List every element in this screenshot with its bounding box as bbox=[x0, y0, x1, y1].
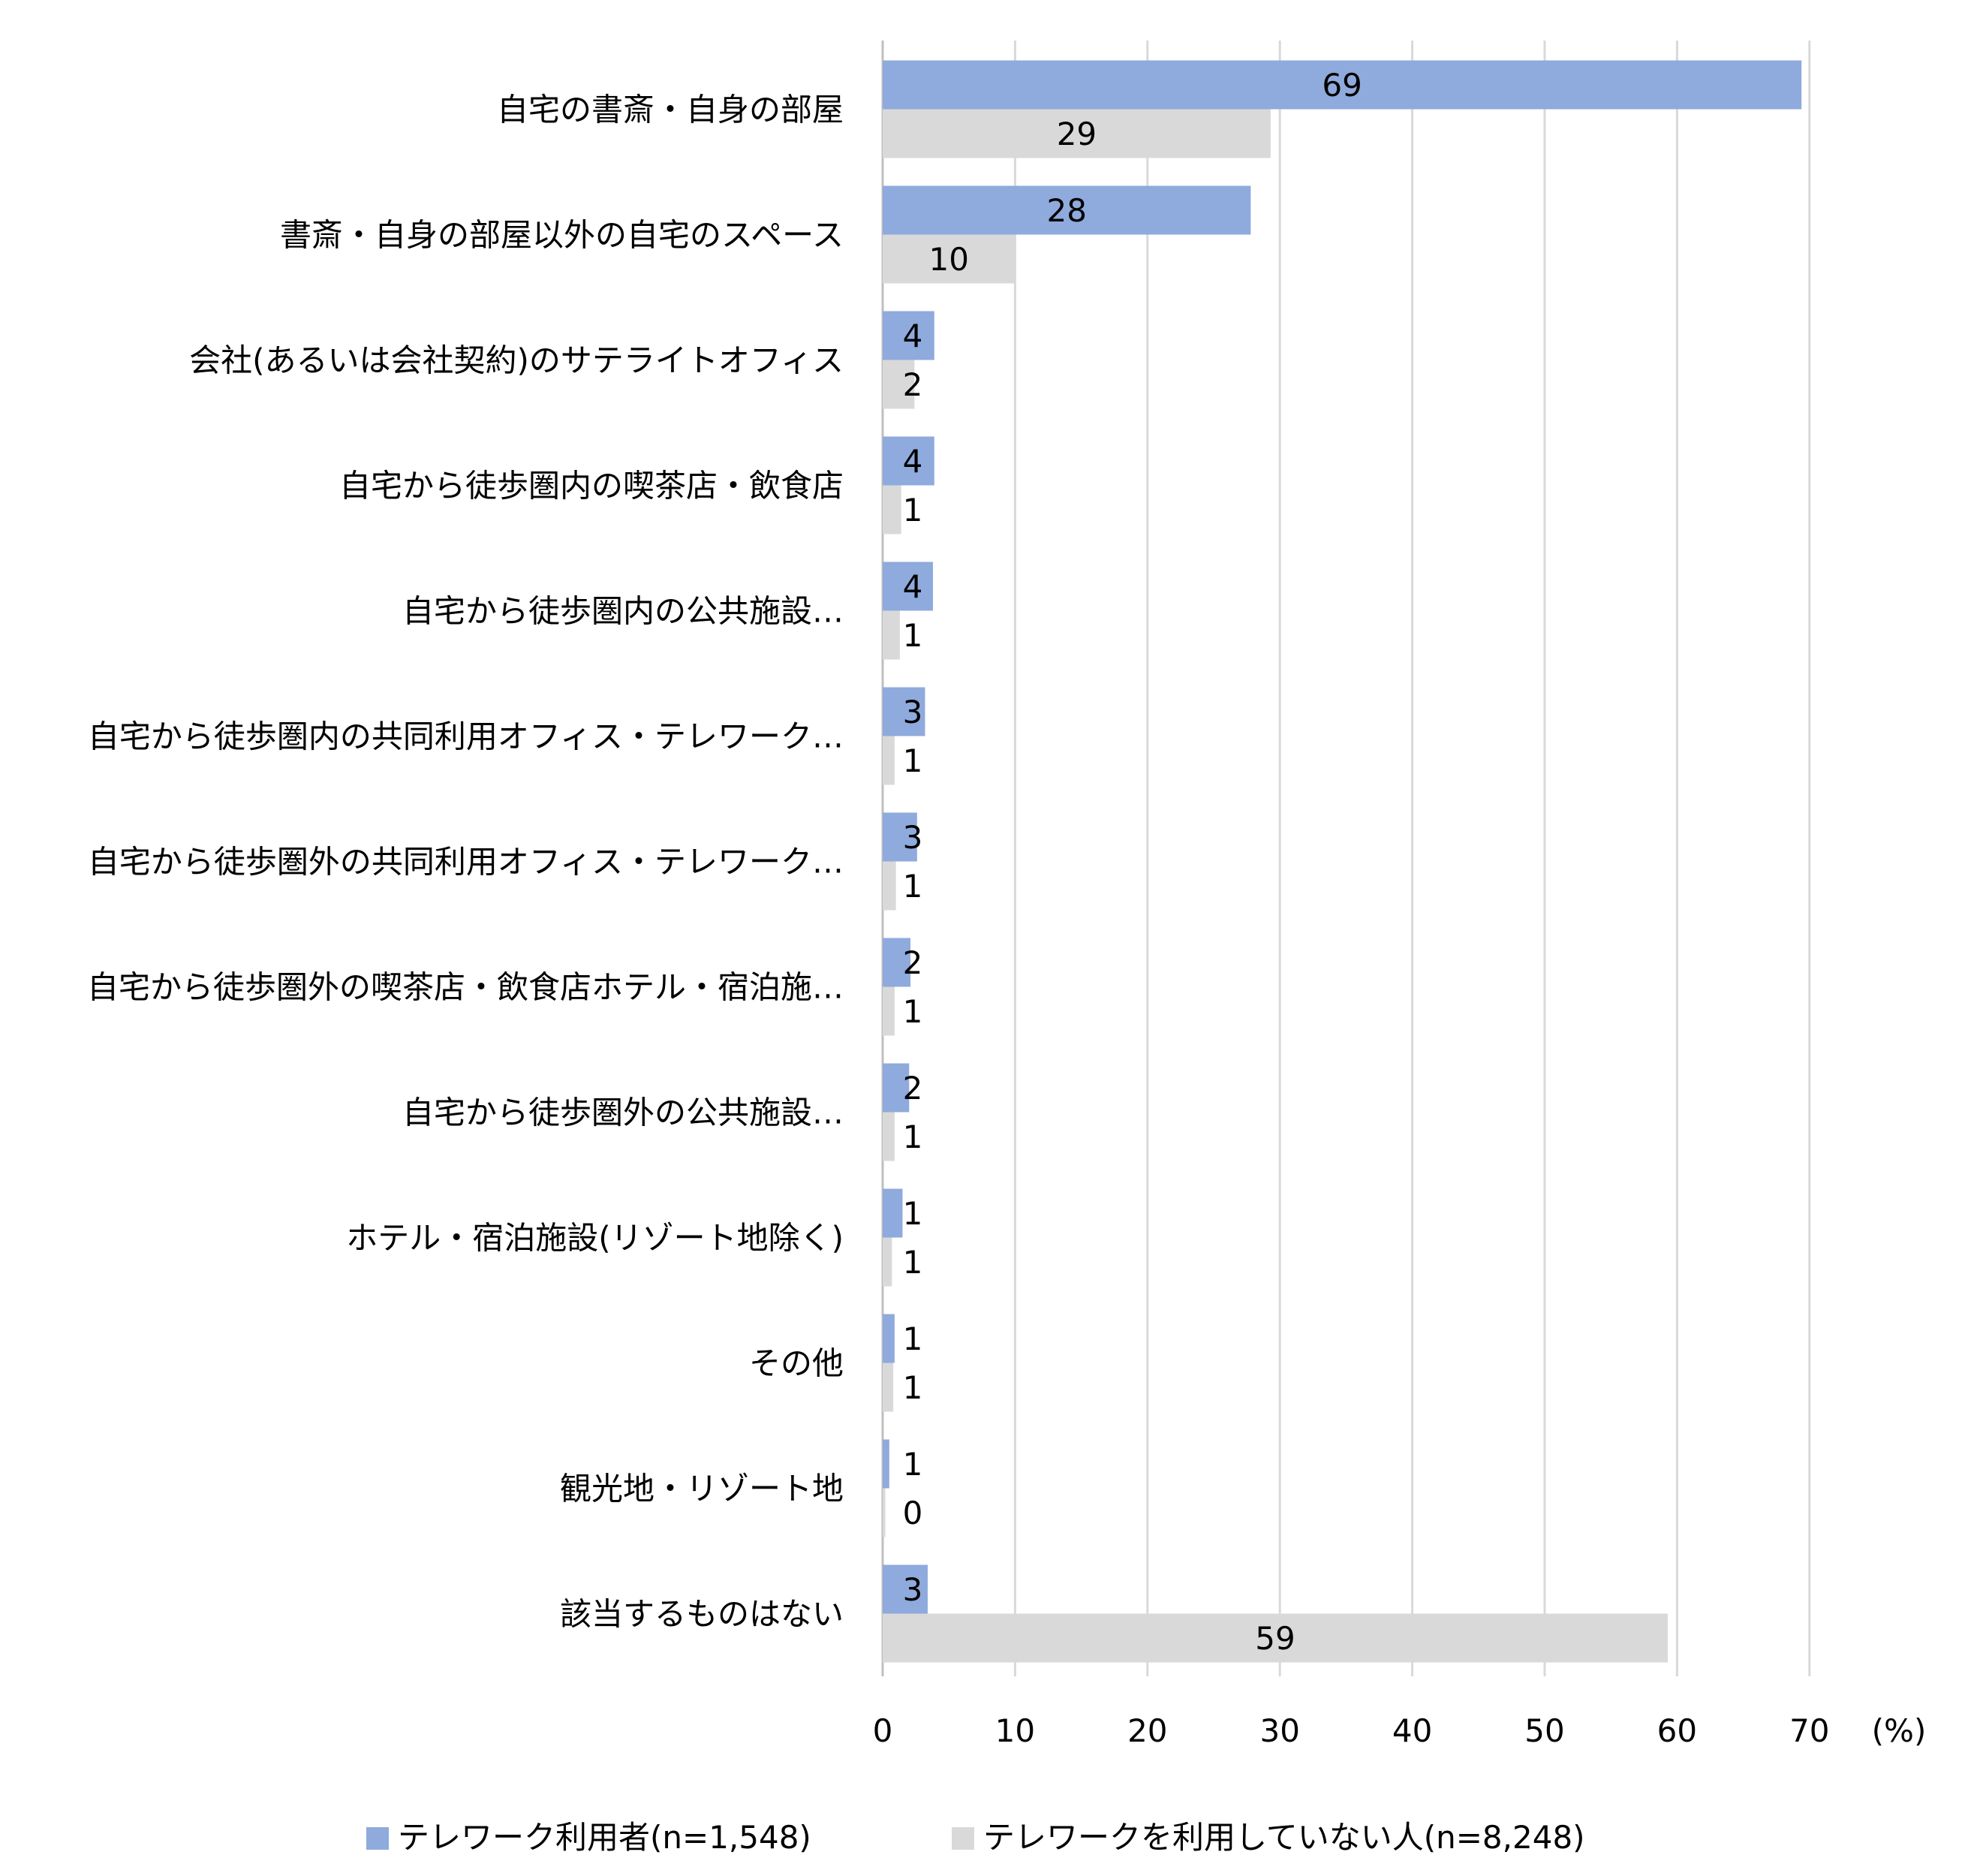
x-tick-label: 60 bbox=[1657, 1712, 1697, 1749]
legend-label: テレワークを利用していない人(n=8,248) bbox=[983, 1819, 1585, 1856]
data-label: 1 bbox=[903, 617, 923, 654]
data-label: 1 bbox=[903, 1369, 923, 1406]
data-label: 1 bbox=[903, 993, 923, 1030]
category-label: 自宅から徒歩圏内の喫茶店・飲食店 bbox=[339, 468, 844, 504]
data-label: 3 bbox=[903, 694, 923, 730]
x-tick-label: 20 bbox=[1127, 1712, 1167, 1749]
unit-label: (%) bbox=[1872, 1712, 1927, 1749]
data-label: 4 bbox=[903, 318, 923, 354]
data-label: 1 bbox=[903, 868, 923, 905]
data-label: 59 bbox=[1255, 1620, 1295, 1657]
bar bbox=[883, 311, 934, 360]
data-label: 69 bbox=[1322, 67, 1362, 104]
bar bbox=[883, 687, 925, 736]
data-label: 3 bbox=[903, 1571, 923, 1608]
data-label: 2 bbox=[903, 1070, 923, 1107]
bar bbox=[883, 861, 896, 911]
data-label: 1 bbox=[903, 1446, 923, 1483]
data-label: 1 bbox=[903, 1320, 923, 1357]
x-tick-labels: 0 10 20 30 40 50 60 70 bbox=[873, 1712, 1830, 1749]
category-label: 自宅の書斎・自身の部屋 bbox=[497, 92, 844, 128]
category-label: 書斎・自身の部屋以外の自宅のスペース bbox=[280, 217, 844, 254]
bar bbox=[883, 562, 934, 611]
bar bbox=[883, 1488, 886, 1537]
data-label: 2 bbox=[903, 944, 923, 981]
bar bbox=[883, 610, 900, 660]
bar bbox=[883, 736, 895, 785]
bar bbox=[883, 436, 934, 486]
data-label: 2 bbox=[903, 366, 923, 403]
category-label: 該当するものはない bbox=[560, 1596, 844, 1633]
bar bbox=[883, 60, 1802, 110]
data-label: 1 bbox=[903, 1195, 923, 1232]
x-tick-label: 0 bbox=[873, 1712, 893, 1749]
category-label: 自宅から徒歩圏外の公共施設… bbox=[402, 1095, 844, 1131]
bar bbox=[883, 360, 915, 409]
x-tick-label: 50 bbox=[1524, 1712, 1564, 1749]
data-label: 29 bbox=[1057, 116, 1097, 152]
bar bbox=[883, 234, 1016, 284]
bar bbox=[883, 109, 1271, 158]
bar bbox=[883, 185, 1251, 235]
legend-swatch bbox=[952, 1827, 974, 1850]
bar bbox=[883, 1237, 892, 1287]
bar bbox=[883, 1613, 1669, 1663]
bar bbox=[883, 1564, 928, 1614]
bar bbox=[883, 1063, 910, 1113]
category-label: 会社(あるいは会社契約)のサテライトオフィス bbox=[189, 342, 844, 379]
x-tick-label: 30 bbox=[1259, 1712, 1299, 1749]
bar bbox=[883, 1188, 903, 1238]
x-tick-label: 10 bbox=[995, 1712, 1035, 1749]
x-tick-label: 40 bbox=[1392, 1712, 1432, 1749]
bar bbox=[883, 1363, 894, 1412]
legend-label: テレワーク利用者(n=1,548) bbox=[398, 1819, 811, 1856]
data-label: 28 bbox=[1046, 192, 1086, 229]
bar bbox=[883, 812, 917, 862]
x-tick-label: 70 bbox=[1789, 1712, 1829, 1749]
category-label: 自宅から徒歩圏内の公共施設… bbox=[402, 593, 844, 630]
legend-swatch bbox=[366, 1827, 389, 1850]
bar bbox=[883, 938, 911, 987]
data-label: 10 bbox=[928, 241, 968, 278]
category-labels: 自宅の書斎・自身の部屋書斎・自身の部屋以外の自宅のスペース会社(あるいは会社契約… bbox=[87, 92, 844, 1633]
data-label: 3 bbox=[903, 819, 923, 856]
gridlines bbox=[881, 41, 1811, 1676]
category-label: 自宅から徒歩圏外の喫茶店・飲食店ホテル・宿泊施… bbox=[87, 969, 844, 1006]
data-label: 1 bbox=[903, 1244, 923, 1281]
bar bbox=[883, 485, 901, 534]
data-label: 0 bbox=[903, 1495, 923, 1531]
data-label: 4 bbox=[903, 443, 923, 480]
data-label: 1 bbox=[903, 1119, 923, 1155]
data-label: 1 bbox=[903, 492, 923, 528]
legend: テレワーク利用者(n=1,548) テレワークを利用していない人(n=8,248) bbox=[366, 1819, 1585, 1856]
category-label: その他 bbox=[749, 1345, 844, 1382]
bar bbox=[883, 1439, 889, 1489]
data-label: 1 bbox=[903, 742, 923, 779]
data-label: 4 bbox=[903, 568, 923, 605]
bar bbox=[883, 1112, 895, 1161]
bar bbox=[883, 1314, 895, 1363]
bar bbox=[883, 986, 895, 1036]
category-label: 自宅から徒歩圏外の共同利用オフィス・テレワーク… bbox=[88, 844, 844, 881]
category-label: ホテル・宿泊施設(リゾート地除く) bbox=[346, 1220, 844, 1257]
category-label: 観光地・リゾート地 bbox=[560, 1471, 844, 1507]
category-label: 自宅から徒歩圏内の共同利用オフィス・テレワーク… bbox=[88, 718, 844, 755]
